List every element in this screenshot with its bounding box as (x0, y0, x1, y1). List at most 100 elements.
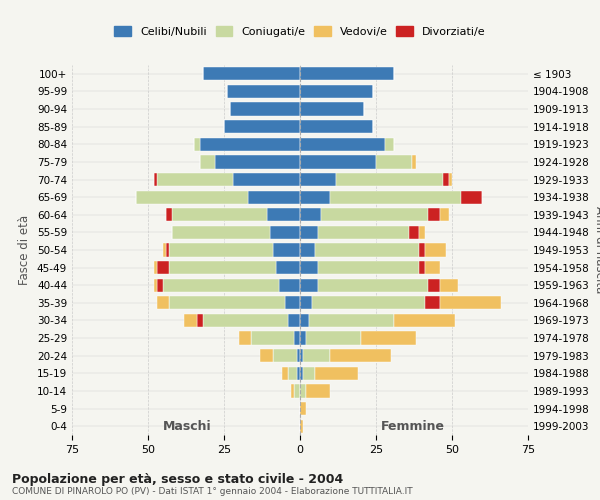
Bar (230, 102, 300, 116)
Bar (300, 226, 318, 239)
Bar (157, 278, 163, 292)
Bar (233, 173, 300, 186)
Bar (449, 173, 452, 186)
Bar (285, 296, 300, 310)
Bar (266, 208, 300, 222)
Bar (194, 138, 200, 151)
Bar (303, 349, 331, 362)
Bar (260, 349, 272, 362)
Bar (248, 190, 300, 204)
Bar (300, 420, 303, 433)
Bar (272, 349, 297, 362)
Bar (425, 296, 440, 310)
Bar (376, 156, 412, 168)
Bar (419, 244, 425, 256)
Bar (312, 296, 425, 310)
Bar (184, 314, 197, 327)
Bar (306, 332, 361, 344)
Bar (412, 156, 416, 168)
Text: Femmine: Femmine (380, 420, 445, 433)
Bar (300, 261, 318, 274)
Bar (318, 278, 428, 292)
Bar (239, 332, 251, 344)
Bar (300, 384, 306, 398)
Bar (297, 366, 300, 380)
Bar (197, 314, 203, 327)
Bar (224, 120, 300, 134)
Bar (318, 226, 409, 239)
Bar (425, 244, 446, 256)
Bar (166, 208, 172, 222)
Bar (303, 366, 315, 380)
Bar (282, 366, 288, 380)
Bar (440, 278, 458, 292)
Bar (300, 208, 321, 222)
Bar (409, 226, 419, 239)
Bar (428, 208, 440, 222)
Bar (200, 138, 300, 151)
Bar (394, 314, 455, 327)
Bar (288, 314, 300, 327)
Bar (300, 366, 303, 380)
Bar (163, 244, 166, 256)
Bar (297, 349, 300, 362)
Bar (169, 296, 285, 310)
Bar (136, 190, 248, 204)
Bar (440, 208, 449, 222)
Bar (203, 314, 288, 327)
Bar (428, 278, 440, 292)
Bar (306, 384, 331, 398)
Bar (419, 226, 425, 239)
Bar (419, 261, 425, 274)
Bar (300, 85, 373, 98)
Bar (203, 67, 300, 80)
Bar (300, 156, 376, 168)
Bar (300, 296, 312, 310)
Bar (385, 138, 394, 151)
Bar (300, 120, 373, 134)
Bar (294, 384, 300, 398)
Bar (300, 102, 364, 116)
Bar (163, 278, 279, 292)
Bar (300, 190, 331, 204)
Bar (309, 314, 394, 327)
Bar (215, 156, 300, 168)
Bar (275, 261, 300, 274)
Bar (300, 314, 309, 327)
Bar (321, 208, 428, 222)
Bar (291, 384, 294, 398)
Bar (331, 349, 391, 362)
Text: COMUNE DI PINAROLO PO (PV) - Dati ISTAT 1° gennaio 2004 - Elaborazione TUTTITALI: COMUNE DI PINAROLO PO (PV) - Dati ISTAT … (12, 488, 413, 496)
Bar (169, 261, 275, 274)
Bar (279, 278, 300, 292)
Bar (443, 173, 449, 186)
Y-axis label: Fasce di età: Fasce di età (19, 215, 31, 285)
Bar (272, 244, 300, 256)
Bar (361, 332, 416, 344)
Bar (169, 244, 272, 256)
Bar (300, 349, 303, 362)
Bar (337, 173, 443, 186)
Bar (251, 332, 294, 344)
Bar (331, 190, 461, 204)
Bar (425, 261, 440, 274)
Bar (300, 332, 306, 344)
Legend: Celibi/Nubili, Coniugati/e, Vedovi/e, Divorziati/e: Celibi/Nubili, Coniugati/e, Vedovi/e, Di… (111, 22, 489, 40)
Bar (172, 208, 266, 222)
Text: Popolazione per età, sesso e stato civile - 2004: Popolazione per età, sesso e stato civil… (12, 472, 343, 486)
Bar (269, 226, 300, 239)
Bar (300, 173, 337, 186)
Bar (315, 244, 419, 256)
Y-axis label: Anni di nascita: Anni di nascita (593, 206, 600, 294)
Bar (154, 173, 157, 186)
Bar (157, 296, 169, 310)
Bar (318, 261, 419, 274)
Bar (154, 278, 157, 292)
Bar (172, 226, 269, 239)
Bar (166, 244, 169, 256)
Bar (227, 85, 300, 98)
Bar (315, 366, 358, 380)
Bar (300, 278, 318, 292)
Bar (294, 332, 300, 344)
Bar (300, 67, 394, 80)
